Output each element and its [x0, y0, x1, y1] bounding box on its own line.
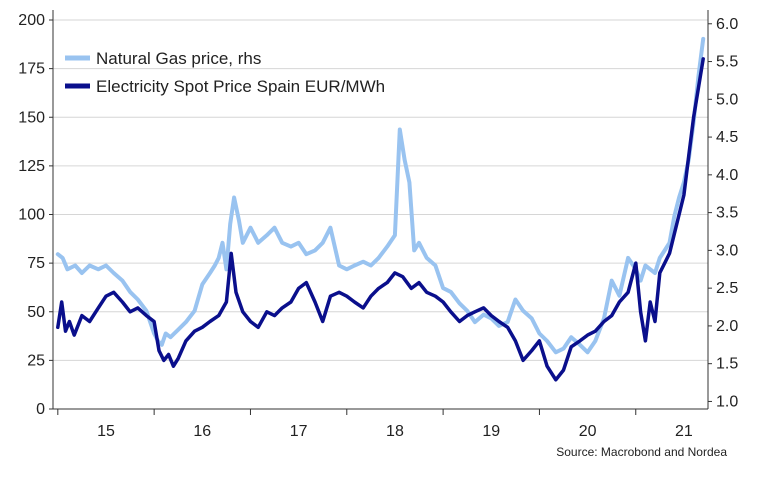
series-line-natural-gas: [55, 36, 706, 355]
y-left-tick-label: 200: [18, 12, 45, 29]
y-right-tick-labels: 1.0 1.5 2.0 2.5 3.0 3.5 4.0 4.5 5.0 5.5 6.0: [708, 16, 738, 410]
y-left-tick-label: 150: [18, 109, 45, 126]
gridlines: [53, 19, 708, 361]
y-right-tick-label: 5.5: [716, 54, 738, 71]
y-right-tick-label: 5.0: [716, 91, 738, 108]
y-right-tick-label: 3.0: [716, 242, 738, 259]
series-line-electricity: [56, 57, 705, 382]
y-left-tick-label: 125: [18, 158, 45, 175]
y-left-tick-label: 0: [36, 401, 45, 418]
x-tick-label: 16: [193, 423, 211, 440]
y-left-tick-label: 100: [18, 207, 45, 224]
legend-label-electricity: Electricity Spot Price Spain EUR/MWh: [96, 77, 385, 96]
x-tick-label: 17: [290, 423, 308, 440]
legend: Natural Gas price, rhs Electricity Spot …: [65, 49, 385, 96]
y-right-tick-label: 3.5: [716, 205, 738, 222]
y-left-tick-label: 75: [27, 255, 45, 272]
x-tick-label: 18: [386, 423, 404, 440]
y-right-tick-label: 2.0: [716, 318, 738, 335]
legend-label-gas: Natural Gas price, rhs: [96, 49, 261, 68]
y-left-tick-labels: 0 25 50 75 100 125 150 175 200: [18, 12, 53, 418]
y-left-tick-label: 50: [27, 304, 45, 321]
x-tick-labels: 15 16 17 18 19 20 21: [57, 409, 693, 440]
y-right-tick-label: 1.0: [716, 393, 738, 410]
axes: [52, 10, 709, 410]
x-tick-label: 19: [482, 423, 500, 440]
y-right-tick-label: 2.5: [716, 280, 738, 297]
x-tick-label: 20: [579, 423, 597, 440]
x-tick-label: 15: [97, 423, 115, 440]
y-left-tick-label: 175: [18, 61, 45, 78]
y-right-tick-label: 6.0: [716, 16, 738, 33]
x-tick-label: 21: [675, 423, 693, 440]
series-layer: [55, 36, 706, 382]
y-right-tick-label: 4.0: [716, 167, 738, 184]
y-left-tick-label: 25: [27, 352, 45, 369]
y-right-tick-label: 4.5: [716, 129, 738, 146]
source-note: Source: Macrobond and Nordea: [556, 445, 727, 459]
y-right-tick-label: 1.5: [716, 356, 738, 373]
